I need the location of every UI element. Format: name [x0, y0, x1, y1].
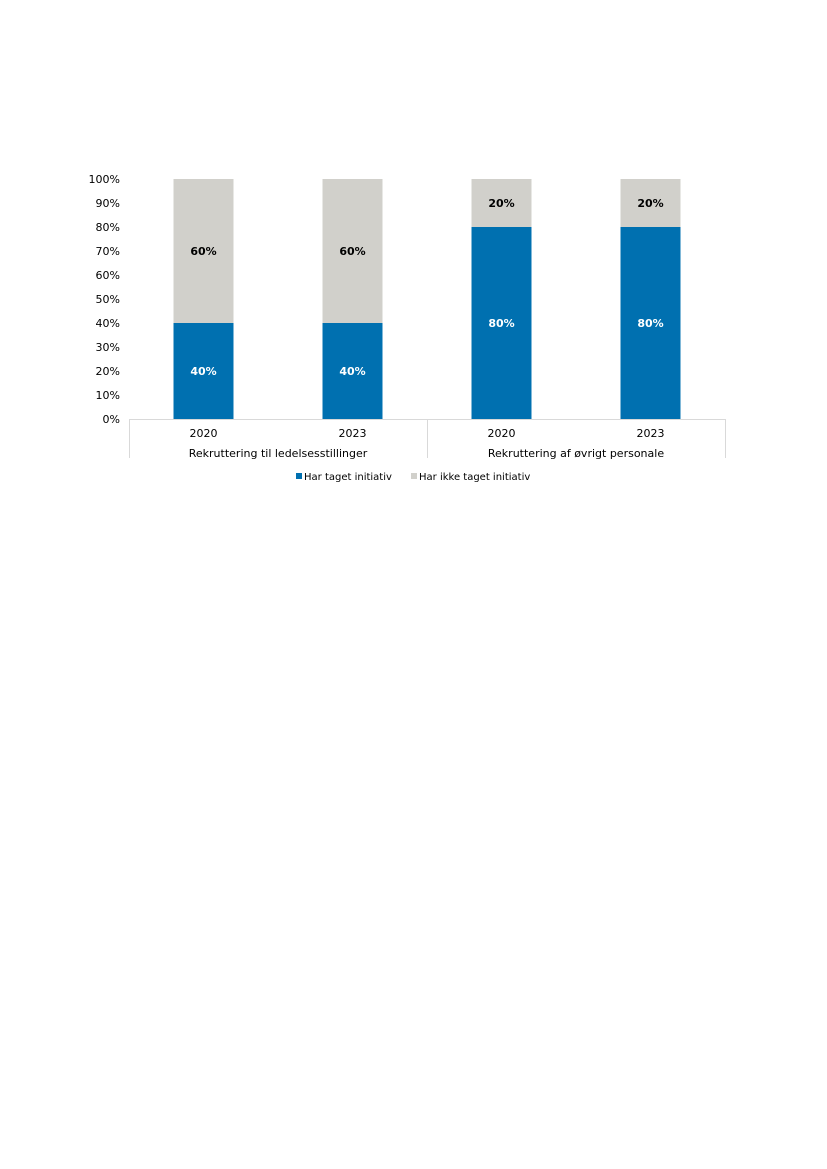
- x-tick-label: 2023: [637, 427, 665, 440]
- bar-segment-initiativ: [471, 227, 532, 419]
- bar-segment-ikke-initiativ: [322, 179, 383, 323]
- bar-segment-ikke-initiativ: [471, 179, 532, 227]
- y-tick-label: 0%: [103, 413, 120, 426]
- bar-segment-initiativ: [322, 323, 383, 419]
- x-tick-label: 2020: [488, 427, 516, 440]
- legend-swatch: [411, 473, 417, 479]
- data-label: 20%: [488, 197, 514, 210]
- y-tick-label: 70%: [96, 245, 120, 258]
- legend: Har taget initiativ Har ikke taget initia…: [296, 472, 530, 483]
- bars: 40% 60% 40% 60% 80% 20% 80% 20%: [173, 179, 681, 419]
- legend-label: Har ikke taget initiativ: [419, 472, 530, 483]
- x-tick-label: 2020: [190, 427, 218, 440]
- y-tick-label: 80%: [96, 221, 120, 234]
- y-tick-label: 10%: [96, 389, 120, 402]
- bar-segment-initiativ: [620, 227, 681, 419]
- bar-segment-ikke-initiativ: [173, 179, 234, 323]
- data-label: 40%: [339, 365, 365, 378]
- legend-swatch: [296, 473, 302, 479]
- legend-label: Har taget initiativ: [304, 472, 392, 483]
- data-label: 80%: [637, 317, 663, 330]
- data-label: 20%: [637, 197, 663, 210]
- y-tick-label: 30%: [96, 341, 120, 354]
- x-axis: 2020 2023 2020 2023 Rekruttering til ledelse…: [129, 419, 726, 460]
- x-tick-label: 2023: [339, 427, 367, 440]
- bar-segment-ikke-initiativ: [620, 179, 681, 227]
- y-tick-label: 40%: [96, 317, 120, 330]
- y-tick-label: 60%: [96, 269, 120, 282]
- bar-segment-initiativ: [173, 323, 234, 419]
- y-tick-label: 100%: [89, 173, 120, 186]
- data-label: 80%: [488, 317, 514, 330]
- group-label: Rekruttering af øvrigt personale: [488, 447, 664, 460]
- y-tick-label: 20%: [96, 365, 120, 378]
- data-label: 60%: [339, 245, 365, 258]
- data-label: 60%: [190, 245, 216, 258]
- group-label: Rekruttering til ledelsesstillinger: [189, 447, 368, 460]
- y-axis: 0% 10% 20% 30% 40% 50% 60% 70% 80% 90% 100%: [89, 173, 120, 426]
- data-label: 40%: [190, 365, 216, 378]
- y-tick-label: 90%: [96, 197, 120, 210]
- y-tick-label: 50%: [96, 293, 120, 306]
